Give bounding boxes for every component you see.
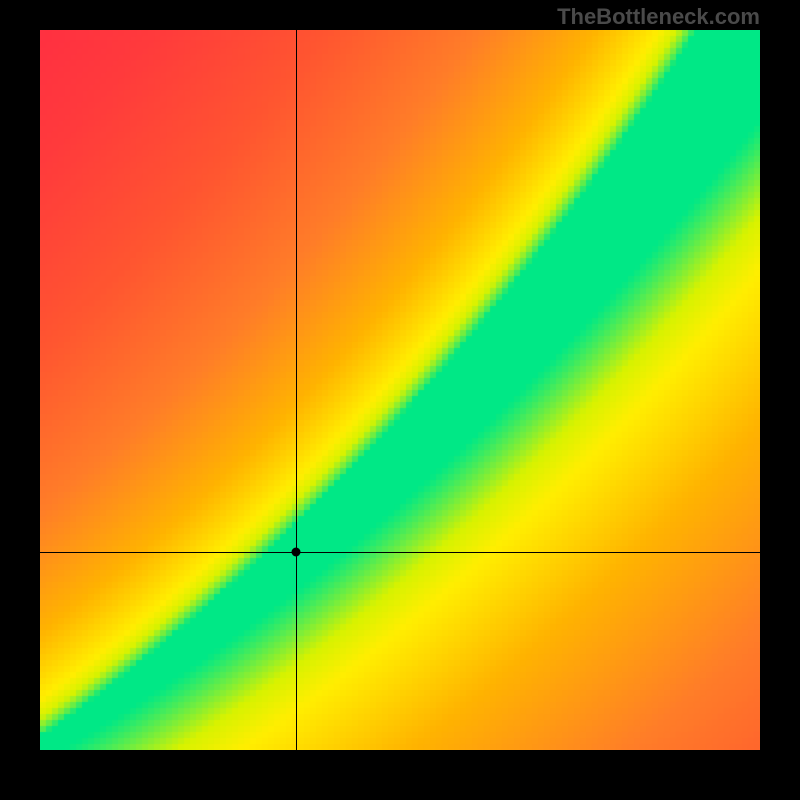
watermark-text: TheBottleneck.com (557, 4, 760, 30)
crosshair-horizontal (40, 552, 760, 553)
crosshair-vertical (296, 30, 297, 750)
heatmap-plot (40, 30, 760, 750)
heatmap-canvas (40, 30, 760, 750)
crosshair-marker (291, 548, 300, 557)
